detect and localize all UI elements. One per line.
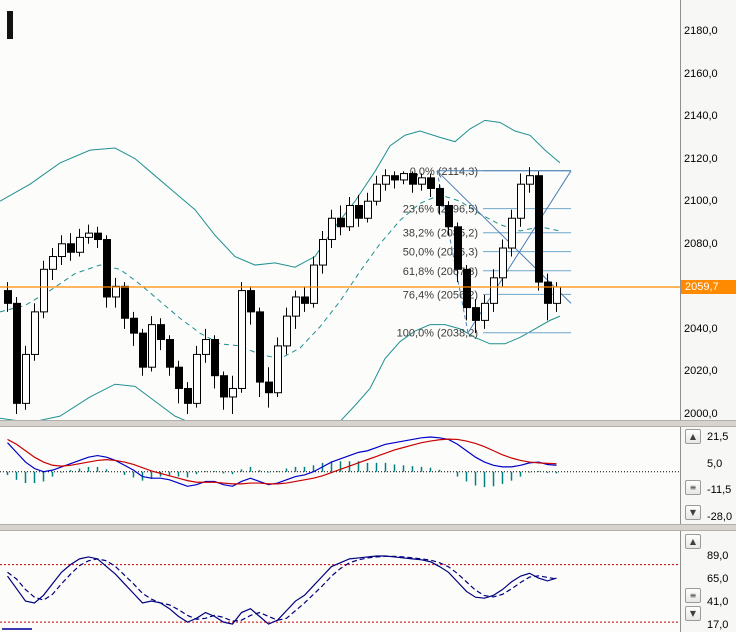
macd-scroll-down-button[interactable]: ▼ [685, 505, 701, 520]
macd-panel[interactable] [0, 427, 681, 524]
axis-tick-label: -28,0 [707, 511, 733, 523]
stoch-scroll-up-button[interactable]: ▲ [685, 534, 701, 549]
axis-tick-label: 2100,0 [684, 195, 718, 208]
candles [4, 167, 561, 414]
panel-separator[interactable] [0, 420, 736, 427]
axis-tick-label: 21,5 [707, 431, 729, 443]
macd-scroll-up-button[interactable]: ▲ [685, 429, 701, 444]
stochastic-panel[interactable] [0, 531, 681, 632]
axis-tick-label: 2020,0 [684, 365, 718, 378]
time-axis-marker [2, 628, 32, 630]
axis-tick-label: -11,5 [707, 484, 732, 497]
stoch-scroll-grip-button[interactable]: ≡ [685, 588, 701, 603]
axis-tick-label: 2000,0 [684, 408, 718, 420]
stoch-k-line [7, 555, 557, 625]
fib-level-label: 100,0% (2038,2) [397, 328, 478, 340]
axis-tick-label: 65,0 [707, 573, 729, 585]
fib-level-label: 76,4% (2056,2) [403, 289, 478, 301]
price-chart-canvas: 0,0% (2114,3) 23,6% (2096,5) 38,2% (2085,2… [0, 119, 680, 420]
stochastic-canvas [0, 555, 680, 625]
axis-tick-label: 2180,0 [684, 25, 718, 37]
axis-tick-label: 5,0 [707, 457, 723, 470]
fib-level-label: 38,2% (2085,2) [403, 228, 478, 240]
current-price-badge: 2059,7 [681, 279, 736, 294]
fib-level-label: 50,0% (2076,3) [403, 247, 478, 259]
axis-tick-label: 89,0 [707, 550, 729, 562]
macd-line [7, 436, 557, 487]
fib-level-label: 23,6% (2096,5) [403, 204, 478, 216]
macd-histogram [6, 461, 558, 488]
axis-tick-label: 2120,0 [684, 152, 718, 165]
axis-tick-label: 2140,0 [684, 110, 718, 123]
axis-tick-label: 17,0 [707, 619, 729, 631]
macd-scroll-grip-button[interactable]: ≡ [685, 480, 701, 495]
axis-tick-label: 2080,0 [684, 237, 718, 250]
chart-shift-marker [7, 11, 13, 39]
stoch-scroll-down-button[interactable]: ▼ [685, 606, 701, 621]
axis-tick-label: 41,0 [707, 596, 729, 608]
axis-tick-label: 2040,0 [684, 322, 718, 335]
macd-signal-line [7, 438, 557, 485]
fib-level-label: 0,0% (2114,3) [410, 166, 478, 178]
axis-tick-label: 2160,0 [684, 67, 718, 80]
price-axis-column[interactable]: 2059,7 ▲ ≡ ▼ ▲ ≡ ▼ 2180,0 2160,0 2140,0 212… [681, 0, 736, 632]
panel-separator[interactable] [0, 524, 736, 531]
macd-canvas [0, 436, 680, 488]
price-chart-panel[interactable]: 0,0% (2114,3) 23,6% (2096,5) 38,2% (2085,2… [0, 0, 681, 420]
stoch-d-line [7, 555, 557, 622]
